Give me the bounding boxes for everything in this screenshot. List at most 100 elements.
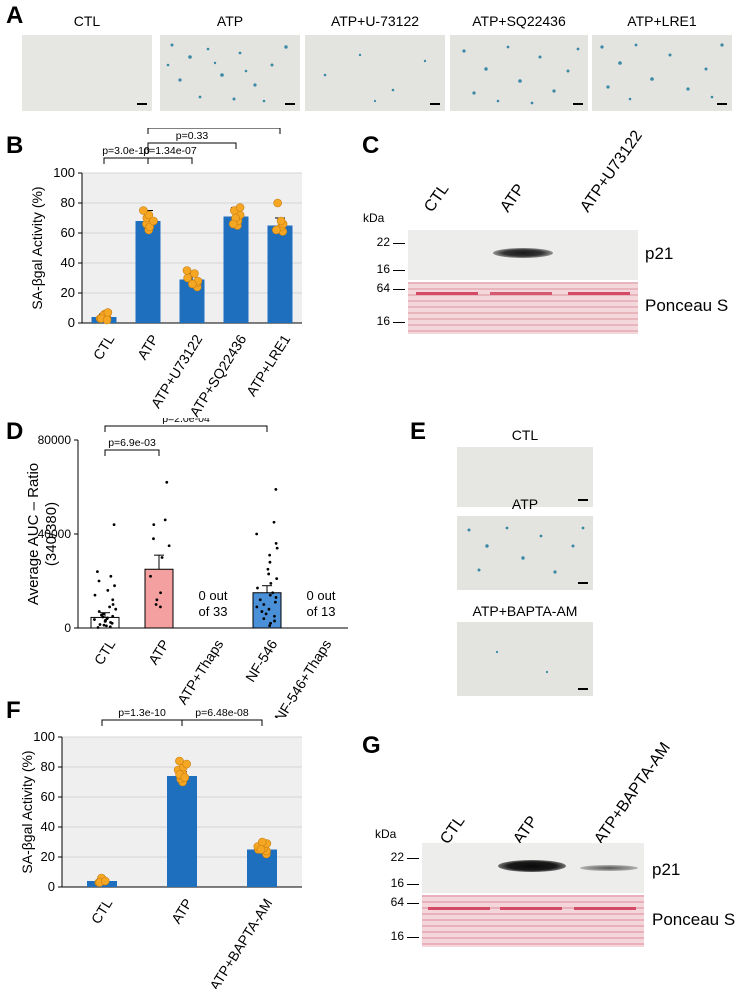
data-point xyxy=(102,623,106,627)
x-tick-label: ATP xyxy=(168,896,195,927)
data-point xyxy=(154,603,158,606)
x-tick-label: ATP xyxy=(145,637,172,668)
scale-bar xyxy=(137,103,147,105)
significance-bracket xyxy=(181,719,263,726)
stain-dots xyxy=(600,43,724,101)
data-point xyxy=(268,560,272,564)
mw-marker: 16 xyxy=(390,929,404,943)
data-point xyxy=(93,593,97,597)
data-point xyxy=(98,623,102,626)
chart-f: 0 20 40 60 80 100 SA-βgal Activity (%) CTL ATP AT… xyxy=(19,707,302,989)
panel-letter-b: B xyxy=(6,132,24,159)
chart-d: 0 40000 80000 Average AUC – Ratio (340/380) C… xyxy=(25,418,348,718)
mw-tick xyxy=(393,322,405,323)
data-point xyxy=(160,556,164,559)
kda-label: kDa xyxy=(363,211,385,225)
significance-bracket xyxy=(147,157,193,164)
micrograph-label-atp: ATP xyxy=(511,496,539,512)
lane-label-atp: ATP xyxy=(497,181,529,216)
y-axis-label: SA-βgal Activity (%) xyxy=(19,750,35,873)
y-tick-label: 20 xyxy=(41,849,55,864)
micrograph-atp xyxy=(457,516,593,590)
significance-bracket xyxy=(104,425,268,432)
scale-bar xyxy=(285,103,295,105)
data-point xyxy=(180,773,190,782)
data-point xyxy=(175,756,184,766)
p-value-label: p=1.3e-10 xyxy=(118,707,166,719)
scale-bar xyxy=(578,688,588,690)
data-point xyxy=(139,206,148,215)
data-point xyxy=(149,216,158,226)
x-tick-label: CTL xyxy=(88,895,116,926)
micrograph-atp-bapta xyxy=(457,622,593,696)
data-point xyxy=(269,581,273,585)
bar xyxy=(135,221,161,323)
micrograph-atp xyxy=(160,35,300,111)
data-point xyxy=(163,518,167,522)
p21-blot xyxy=(422,843,644,893)
data-point xyxy=(274,596,278,599)
data-point xyxy=(101,612,105,616)
scale-bar xyxy=(717,103,727,105)
ponceau-band xyxy=(428,907,490,910)
micrograph-label-ctl: CTL xyxy=(73,13,101,29)
p-value-label: p=6.48e-08 xyxy=(195,707,249,719)
data-point xyxy=(159,591,162,595)
data-point xyxy=(268,553,272,557)
p-value-label: p=3.0e-10 xyxy=(102,145,150,157)
micrograph-label-ctl: CTL xyxy=(511,427,539,443)
panel-letter-c: C xyxy=(362,132,380,159)
p21-band xyxy=(498,860,566,872)
ponceau-band xyxy=(574,907,636,910)
data-point xyxy=(106,616,109,620)
significance-bracket xyxy=(147,128,281,134)
blot-label-ponceau: Ponceau S xyxy=(645,296,729,315)
annotation: of 13 xyxy=(307,604,336,619)
data-point xyxy=(182,266,192,275)
data-point xyxy=(256,586,259,590)
mw-marker: 22 xyxy=(376,235,390,249)
data-point xyxy=(275,546,279,550)
y-tick-label: 80 xyxy=(41,759,55,774)
y-axis-label: Average AUC – Ratio xyxy=(25,463,42,605)
y-tick-label: 0 xyxy=(48,879,55,894)
data-point xyxy=(111,603,115,606)
data-point xyxy=(167,544,171,548)
chart-b: 0 20 40 60 80 100 SA-βgal Activity (%) CTL ATP AT… xyxy=(29,128,302,418)
mw-tick xyxy=(393,289,405,290)
data-point xyxy=(273,619,276,623)
y-tick-label: 40 xyxy=(61,255,75,270)
data-point xyxy=(269,621,272,625)
panel-letter-e: E xyxy=(410,418,427,445)
x-tick-label: CTL xyxy=(90,331,118,362)
data-point xyxy=(103,308,113,317)
blot-label-p21: p21 xyxy=(652,860,681,879)
data-point xyxy=(274,542,278,545)
x-tick-label: ATP+LRE1 xyxy=(243,331,293,399)
significance-bracket xyxy=(147,142,237,149)
p21-band xyxy=(493,248,553,258)
y-tick-label: 0 xyxy=(64,621,71,635)
data-point xyxy=(188,279,197,289)
data-point xyxy=(267,572,271,576)
bar xyxy=(247,849,277,887)
y-tick-label: 40000 xyxy=(38,527,72,541)
ponceau-band xyxy=(568,292,630,295)
annotation: 0 out xyxy=(199,588,228,603)
data-point xyxy=(256,845,266,854)
ponceau-band xyxy=(416,292,478,295)
annotation: 0 out xyxy=(307,588,336,603)
data-point xyxy=(112,523,116,526)
stain-dots xyxy=(462,45,580,105)
mw-tick xyxy=(407,903,419,904)
significance-bracket xyxy=(101,719,183,726)
data-point xyxy=(93,618,96,621)
data-point xyxy=(96,626,100,629)
blot-label-ponceau: Ponceau S xyxy=(652,910,736,929)
x-tick-label: ATP xyxy=(134,332,161,363)
y-axis-label: (340/380) xyxy=(43,502,60,566)
data-point xyxy=(108,625,112,629)
p21-band xyxy=(580,865,638,871)
data-point xyxy=(165,480,169,484)
micrograph-atp-sq22436 xyxy=(450,35,588,111)
